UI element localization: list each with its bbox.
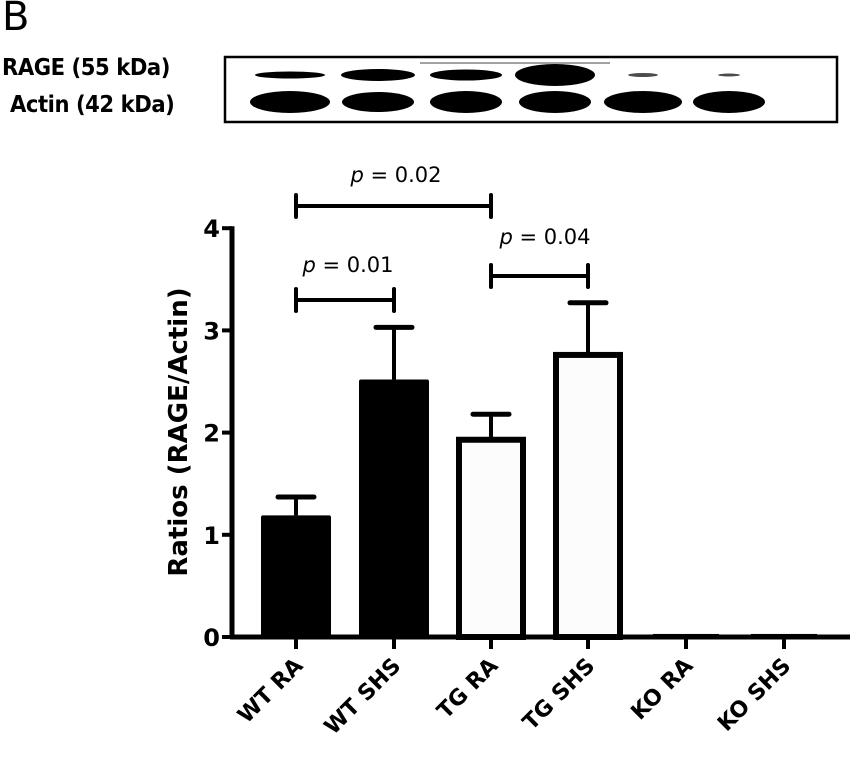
- bar-wt-ra: [261, 494, 331, 637]
- x-tick-label: TG RA: [433, 654, 504, 725]
- blot-band: [341, 69, 415, 81]
- p-value-label: p = 0.01: [301, 253, 393, 277]
- x-tick-label: WT RA: [233, 654, 308, 729]
- blot-band: [604, 91, 682, 113]
- bar-chart: 0 1 2 3 4 WT RA WT SHS TG RA TG SHS KO RA KO SHS Ra…: [164, 163, 850, 740]
- panel-letter: B: [2, 0, 30, 40]
- blot-label-rage: RAGE (55 kDa): [2, 55, 170, 81]
- blot-band: [255, 71, 325, 79]
- y-tick-label: 2: [203, 420, 220, 448]
- blot-band: [718, 73, 740, 77]
- x-tick-label: TG SHS: [518, 654, 600, 736]
- y-axis-label: Ratios (RAGE/Actin): [164, 287, 194, 576]
- western-blot: [223, 55, 839, 124]
- p-value-label: p = 0.02: [349, 163, 441, 187]
- blot-band: [430, 91, 502, 113]
- y-tick-label: 4: [203, 215, 220, 243]
- blot-band: [430, 69, 502, 81]
- blot-band: [519, 91, 591, 113]
- significance-bracket: p = 0.02: [294, 163, 493, 219]
- bar-wt-shs: [359, 324, 429, 637]
- blot-label-actin: Actin (42 kDa): [10, 92, 175, 118]
- significance-bracket: p = 0.01: [294, 253, 396, 313]
- blot-band: [515, 64, 595, 86]
- x-tick-label: WT SHS: [320, 654, 406, 740]
- bar-tg-shs: [553, 300, 623, 640]
- y-tick-label: 0: [203, 624, 220, 652]
- y-tick-label: 1: [203, 522, 220, 550]
- x-tick-label: KO RA: [627, 654, 699, 726]
- x-tick-label: KO SHS: [713, 654, 796, 737]
- blot-band: [693, 91, 765, 113]
- blot-band: [628, 73, 658, 77]
- y-tick-label: 3: [203, 317, 220, 345]
- blot-band: [342, 92, 414, 112]
- bar-tg-ra: [456, 411, 526, 640]
- blot-band: [250, 91, 330, 113]
- significance-bracket: p = 0.04: [489, 225, 591, 289]
- p-value-label: p = 0.04: [498, 225, 590, 249]
